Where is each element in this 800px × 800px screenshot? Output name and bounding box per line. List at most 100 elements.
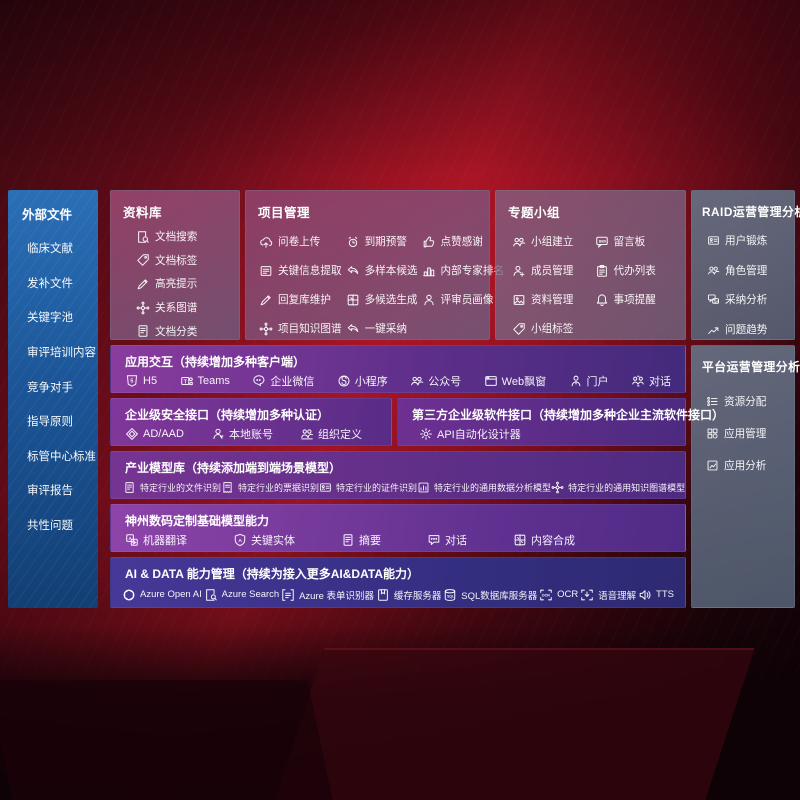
feature-label: 组织定义	[317, 429, 362, 441]
feature-item: AD/AAD	[125, 427, 184, 441]
platform-title: 平台运营管理分析	[702, 360, 800, 374]
feature-label: 文档搜索	[155, 231, 198, 244]
bell-icon	[595, 293, 609, 307]
feature-item: 小组标签	[512, 314, 591, 343]
openai-icon	[122, 588, 136, 602]
form-recognizer-icon	[281, 588, 295, 602]
svg-text:A: A	[238, 538, 242, 544]
web-window-icon	[484, 374, 498, 388]
topic-groups-column-2: BBS 留言板 代办列表 事项提醒	[595, 227, 674, 343]
feature-item: 特定行业的文件识别	[123, 481, 221, 494]
library-panel: 资料库 文档搜索 文档标签 高亮提示 关系图谱 文档分类	[110, 190, 240, 340]
feature-label: AD/AAD	[143, 428, 184, 440]
knowledge-graph-icon	[136, 301, 150, 315]
svg-text:SQL: SQL	[447, 594, 454, 598]
feature-label: 语音理解	[598, 590, 637, 602]
doc-search-icon	[136, 230, 150, 244]
library-list: 文档搜索 文档标签 高亮提示 关系图谱 文档分类	[111, 225, 239, 343]
feature-item: Azure Search	[204, 588, 279, 602]
feature-label: 应用分析	[724, 459, 767, 472]
feature-label: 到期预警	[364, 236, 407, 248]
feature-item: 门户	[569, 373, 609, 389]
project-column-2: 到期预警多样本候选多候选生成一键采纳	[346, 227, 418, 343]
bbs-icon: BBS	[595, 235, 609, 249]
id-card-icon	[707, 234, 720, 247]
feature-item: 特定行业的通用知识图谱模型	[551, 481, 685, 494]
entity-shield-icon: A	[233, 533, 247, 547]
feature-item: 代办列表	[595, 256, 674, 285]
receipt-icon	[221, 481, 234, 494]
external-files-panel: 外部文件 临床文献 发补文件 关键字池 审评培训内容 竞争对手 指导原则 标管中心标准 审评报…	[8, 190, 98, 608]
background-bottom-shade	[0, 625, 800, 800]
feature-label: 内部专家排名	[440, 265, 505, 277]
feature-label: 多样本候选	[364, 265, 418, 277]
project-column-1: 问卷上传 关键信息提取 回复库维护 项目知识图谱	[259, 227, 342, 343]
allocation-list-icon	[706, 395, 719, 408]
speech-icon	[580, 588, 594, 602]
ocr-icon: OCR	[539, 588, 553, 602]
feature-item: 5 H5	[125, 374, 157, 388]
feature-label: 特定行业的票据识别	[238, 482, 320, 493]
photo-icon	[512, 293, 526, 307]
external-files-list: 临床文献 发补文件 关键字池 审评培训内容 竞争对手 指导原则 标管中心标准 审评报告 共性问题	[8, 231, 98, 542]
raid-list: 用户锻炼 角色管理 QA 采纳分析 问题趋势	[692, 226, 794, 344]
feature-item: BBS 留言板	[595, 227, 674, 256]
person-add-icon	[512, 264, 526, 278]
feature-item: Azure 表单识别器	[281, 588, 374, 602]
feature-item: 文档搜索	[136, 225, 239, 249]
list-item: 标管中心标准	[27, 450, 96, 463]
feature-label: 点赞感谢	[440, 236, 483, 248]
feature-item: 项目知识图谱	[259, 314, 342, 343]
feature-label: 角色管理	[725, 264, 768, 277]
svg-text:A: A	[129, 536, 133, 541]
industry-models-list: 特定行业的文件识别 特定行业的票据识别 特定行业的证件识别 特定行业的通用数据分析模型…	[111, 476, 685, 498]
app-interaction-list: 5 H5 T Teams 企业微信 小程序 公众号 Web飘窗 门户 对话	[111, 370, 685, 392]
tag-icon	[136, 253, 150, 267]
feature-item: 关键信息提取	[259, 256, 342, 285]
feature-item: 特定行业的证件识别	[319, 481, 417, 494]
feature-label: 一键采纳	[364, 323, 407, 335]
adopt-arrow-icon	[346, 322, 360, 336]
reply-arrow-icon	[346, 264, 360, 278]
feature-label: 回复库维护	[278, 294, 331, 306]
feature-item: 角色管理	[707, 256, 794, 286]
feature-label: 用户锻炼	[725, 235, 768, 248]
data-chart-icon	[417, 481, 430, 494]
topic-groups-panel: 专题小组 小组建立 成员管理 资料管理 小组标签 BBS 留言板 代办列表 事项提醒	[495, 190, 686, 340]
cloud-upload-icon	[259, 235, 273, 249]
feature-item: 资源分配	[706, 385, 794, 417]
feature-label: 小程序	[354, 376, 388, 388]
feature-label: 企业微信	[270, 376, 315, 388]
svg-text:T: T	[183, 379, 187, 385]
feature-item: API自动化设计器	[419, 426, 521, 442]
portal-icon	[569, 374, 583, 388]
list-item: 发补文件	[27, 277, 73, 290]
feature-label: 特定行业的通用知识图谱模型	[568, 482, 686, 493]
feature-label: 特定行业的通用数据分析模型	[434, 482, 552, 493]
feature-item: 高亮提示	[136, 272, 239, 296]
background-shape	[275, 648, 755, 800]
feature-label: 特定行业的文件识别	[140, 482, 222, 493]
custom-models-list: A 机器翻译 A 关键实体 摘要 对话 内容合成	[111, 529, 685, 551]
feature-item: 语音理解	[580, 588, 636, 602]
list-item: 共性问题	[27, 520, 73, 533]
list-item: 关键字池	[27, 312, 73, 325]
feature-item: 多候选生成	[346, 285, 418, 314]
feature-label: 本地账号	[228, 429, 273, 441]
knowledge-graph-icon	[551, 481, 564, 494]
feature-item: 内部专家排名	[422, 256, 505, 285]
feature-item: T Teams	[180, 374, 230, 388]
feature-label: 缓存服务器	[393, 590, 442, 602]
qa-bubble-icon: QA	[707, 293, 720, 306]
feature-item: 点赞感谢	[422, 227, 505, 256]
project-column-3: 点赞感谢 内部专家排名 评审员画像	[422, 227, 505, 343]
translate-icon: A	[125, 533, 139, 547]
clipboard-icon	[595, 264, 609, 278]
custom-models-row: 神州数码定制基础模型能力 A 机器翻译 A 关键实体 摘要 对话 内容合成	[110, 504, 686, 552]
feature-label: 代办列表	[613, 265, 656, 277]
feature-item: 缓存服务器	[376, 588, 442, 602]
feature-item: QA 采纳分析	[707, 285, 794, 315]
security-interface-list: AD/AAD 本地账号 组织定义	[111, 423, 391, 445]
feature-label: 关键信息提取	[278, 265, 342, 277]
feature-item: 摘要	[341, 532, 381, 548]
